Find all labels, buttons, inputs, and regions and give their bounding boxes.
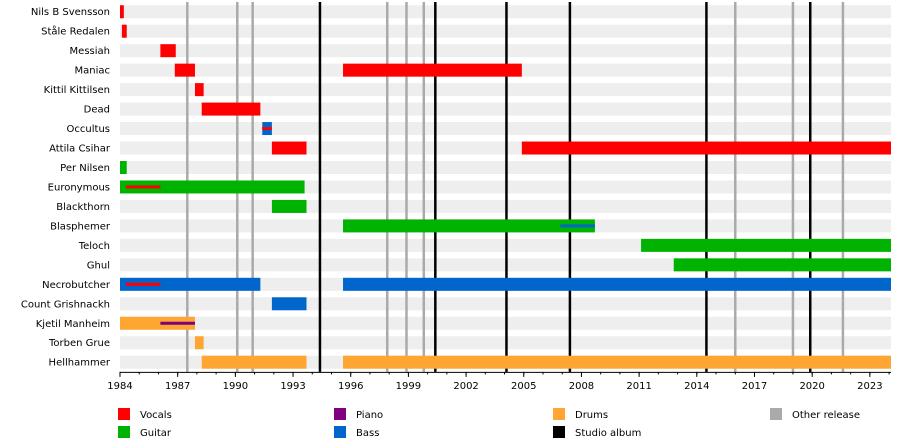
member-label: Ghul [87, 260, 110, 271]
x-tick-label: 1996 [338, 381, 363, 392]
member-bar [343, 277, 891, 291]
legend-swatch [553, 426, 565, 438]
member-label: Nils B Svensson [31, 7, 110, 18]
member-label: Blasphemer [50, 221, 111, 232]
member-bar [343, 219, 595, 233]
x-tick-label: 2020 [799, 381, 824, 392]
legend-label: Vocals [140, 410, 172, 421]
member-bar [174, 63, 195, 77]
member-bar [641, 238, 891, 252]
member-bar-secondary-role [125, 282, 161, 286]
member-bar [201, 355, 307, 369]
legend-label: Drums [575, 410, 608, 421]
member-bar [271, 141, 307, 155]
member-label: Occultus [67, 124, 110, 135]
member-bar [271, 199, 307, 213]
member-bar-secondary-role [160, 321, 195, 325]
member-bar [194, 336, 204, 350]
member-bar [271, 297, 307, 311]
member-bar [120, 180, 305, 194]
x-tick-label: 1999 [396, 381, 421, 392]
member-bar [521, 141, 891, 155]
member-label: Hellhammer [49, 358, 111, 369]
member-bar [673, 258, 891, 272]
legend-swatch [770, 408, 782, 420]
x-tick-label: 2014 [684, 381, 709, 392]
legend-swatch [118, 426, 130, 438]
member-bar-secondary-role [125, 185, 161, 189]
member-label: Torben Grue [48, 338, 110, 349]
member-label: Kjetil Manheim [36, 319, 110, 330]
legend-label: Bass [356, 428, 379, 439]
member-bar [343, 63, 522, 77]
legend-label: Piano [356, 410, 383, 421]
member-bar-secondary-role [262, 127, 272, 131]
legend-swatch [118, 408, 130, 420]
x-tick-label: 2002 [453, 381, 478, 392]
member-bar [194, 83, 204, 97]
x-tick-label: 2008 [569, 381, 594, 392]
member-bars [120, 5, 891, 369]
member-label: Teloch [78, 241, 110, 252]
member-label: Per Nilsen [60, 163, 110, 174]
member-labels: Nils B Svensson Ståle Redalen Messiah Mania… [21, 7, 111, 368]
legend-label: Guitar [140, 428, 172, 439]
x-tick-label: 2005 [511, 381, 536, 392]
release-lines [186, 2, 845, 372]
member-label: Dead [84, 105, 110, 116]
legend-label: Studio album [575, 428, 641, 439]
member-bar [201, 102, 261, 116]
member-bar [120, 160, 127, 174]
member-bar [343, 355, 891, 369]
x-tick-label: 1984 [107, 381, 132, 392]
legend-label: Other release [792, 410, 860, 421]
legend: Vocals Piano Drums Other release Guitar Bass S… [118, 408, 860, 439]
legend-swatch [334, 426, 346, 438]
member-label: Blackthorn [56, 202, 110, 213]
x-tick-label: 2017 [742, 381, 767, 392]
member-label: Euronymous [48, 182, 110, 193]
member-bar-secondary-role [560, 224, 595, 228]
member-label: Kittil Kittilsen [44, 85, 110, 96]
member-label: Count Grishnackh [21, 299, 110, 310]
member-label: Attila Csihar [49, 144, 111, 155]
member-label: Maniac [75, 66, 111, 77]
legend-swatch [334, 408, 346, 420]
member-bar [160, 44, 176, 58]
member-bar [120, 316, 195, 330]
x-tick-label: 1987 [165, 381, 190, 392]
member-bar [120, 277, 261, 291]
member-bar [120, 5, 124, 19]
x-tick-label: 2011 [626, 381, 651, 392]
x-tick-label: 1993 [280, 381, 305, 392]
x-tick-label: 1990 [223, 381, 248, 392]
x-axis: 1984 1987 1990 1993 1996 1999 2002 2005 2008 2011… [107, 371, 891, 392]
member-bar [121, 24, 127, 38]
member-label: Necrobutcher [42, 280, 111, 291]
x-tick-label: 2023 [857, 381, 882, 392]
member-label: Ståle Redalen [41, 25, 110, 38]
legend-swatch [553, 408, 565, 420]
member-label: Messiah [70, 46, 110, 57]
